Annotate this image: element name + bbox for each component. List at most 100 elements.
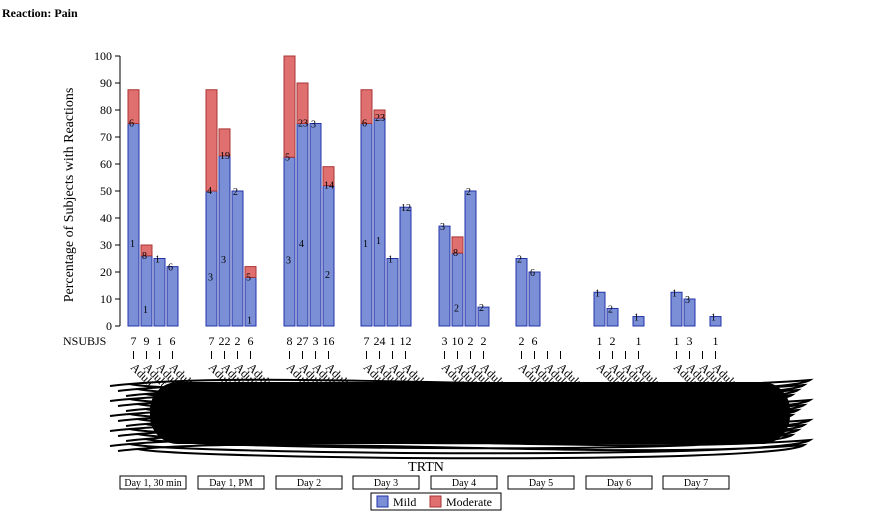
bar-mild — [373, 117, 386, 327]
bar-count-label: 4 — [207, 186, 212, 197]
bar-count-label: 1 — [595, 288, 600, 299]
nsubjs-value: 6 — [170, 334, 176, 348]
bar-count-label: 2 — [466, 187, 471, 198]
group-label-box — [352, 475, 420, 490]
y-axis: 0 10 20 30 40 50 60 70 80 90 100 — [94, 49, 121, 333]
y-tick-label: 50 — [100, 184, 112, 198]
y-tick-label: 100 — [94, 49, 112, 63]
nsubjs-value: 2 — [610, 334, 616, 348]
nsubjs-label: NSUBJS — [63, 334, 106, 348]
bar-mild — [283, 156, 296, 327]
bar-count-label: 14 — [324, 181, 334, 192]
bar-mild — [515, 258, 528, 327]
nsubjs-value: 1 — [157, 334, 163, 348]
bar-count-label: 23 — [298, 119, 308, 130]
bar-count-label: 1 — [634, 313, 639, 324]
group-label: Day 2 — [297, 478, 321, 489]
bar-count-label: 4 — [299, 239, 304, 250]
bar-mild — [670, 291, 683, 327]
y-tick-label: 20 — [100, 265, 112, 279]
bar-count-label: 6 — [168, 263, 173, 274]
bar-count-label: 1 — [388, 255, 393, 266]
bar-count-label: 2 — [608, 304, 613, 315]
bar-count-label: 6 — [129, 119, 134, 130]
bar-mild — [451, 252, 464, 327]
scribble-strokes — [109, 378, 811, 460]
bar-moderate — [140, 244, 153, 257]
bar-count-label: 19 — [220, 151, 230, 162]
group-label: Day 1, PM — [209, 478, 253, 489]
nsubjs-value: 6 — [532, 334, 538, 348]
group-label-box — [275, 475, 343, 490]
bar-mild — [606, 307, 619, 327]
nsubjs-value: 2 — [235, 334, 241, 348]
y-tick-label: 0 — [106, 319, 112, 333]
nsubjs-value: 2 — [481, 334, 487, 348]
bar-count-label: 2 — [325, 270, 330, 281]
bar-mild — [399, 206, 412, 327]
legend-swatch-moderate — [429, 495, 442, 508]
bar-count-label: 8 — [142, 251, 147, 262]
nsubjs-value: 3 — [442, 334, 448, 348]
group-label: Day 6 — [607, 478, 631, 489]
nsubjs-value: 2 — [519, 334, 525, 348]
nsubjs-value: 9 — [144, 334, 150, 348]
group-label: Day 7 — [684, 478, 708, 489]
bar-mild — [166, 266, 179, 327]
bar-count-label: 1 — [711, 313, 716, 324]
nsubjs-value: 6 — [248, 334, 254, 348]
bar-count-label: 2 — [479, 303, 484, 314]
bar-mild — [683, 298, 696, 327]
nsubjs-value: 27 — [297, 334, 309, 348]
nsubjs-value: 1 — [674, 334, 680, 348]
nsubjs-value: 12 — [400, 334, 412, 348]
bar-mild — [127, 123, 140, 327]
bar-count-label: 1 — [247, 316, 252, 327]
legend-swatch-mild — [376, 495, 389, 508]
bar-count-label: 6 — [362, 119, 367, 130]
group-labels: Day 1, 30 min Day 1, PM Day 2 Day 3 Day 4 Day… — [119, 475, 730, 490]
bar-count-label: 3 — [685, 295, 690, 306]
bar-mild — [709, 316, 722, 327]
nsubjs-value: 8 — [287, 334, 293, 348]
redaction-scribble — [109, 378, 811, 460]
group-label-box — [197, 475, 265, 490]
bar-moderate — [360, 89, 373, 124]
y-tick-label: 70 — [100, 130, 112, 144]
bar-mild — [309, 123, 322, 327]
group-label: Day 4 — [452, 478, 476, 489]
bar-count-label: 3 — [286, 256, 291, 267]
bar-mild — [528, 271, 541, 327]
bar-mild — [593, 291, 606, 327]
bar-mild — [360, 123, 373, 327]
nsubjs-value: 1 — [636, 334, 642, 348]
bar-mild — [218, 155, 231, 327]
bar-mild — [205, 190, 218, 327]
bar-count-label: 1 — [363, 239, 368, 250]
y-tick-label: 10 — [100, 292, 112, 306]
nsubjs-value: 3 — [687, 334, 693, 348]
bar-count-label: 1 — [143, 305, 148, 316]
y-tick-label: 40 — [100, 211, 112, 225]
bar-count-label: 1 — [155, 255, 160, 266]
nsubjs-value: 1 — [597, 334, 603, 348]
bar-count-label: 8 — [453, 248, 458, 259]
bar-moderate — [205, 89, 218, 192]
x-axis-label: TRTN — [408, 460, 444, 475]
nsubjs-value: 24 — [374, 334, 386, 348]
bar-mild — [632, 316, 645, 327]
group-label-box — [507, 475, 575, 490]
group-label-box — [430, 475, 498, 490]
nsubjs-value: 22 — [219, 334, 231, 348]
y-tick-label: 90 — [100, 76, 112, 90]
nsubjs-value: 1 — [390, 334, 396, 348]
bar-count-label: 6 — [530, 268, 535, 279]
bar-moderate — [244, 266, 257, 278]
bar-count-label: 12 — [401, 203, 411, 214]
bar-count-label: 5 — [246, 272, 251, 283]
bar-moderate — [451, 236, 464, 254]
legend-label-moderate: Moderate — [446, 495, 492, 509]
bar-count-label: 2 — [454, 304, 459, 315]
bar-count-label: 1 — [672, 288, 677, 299]
